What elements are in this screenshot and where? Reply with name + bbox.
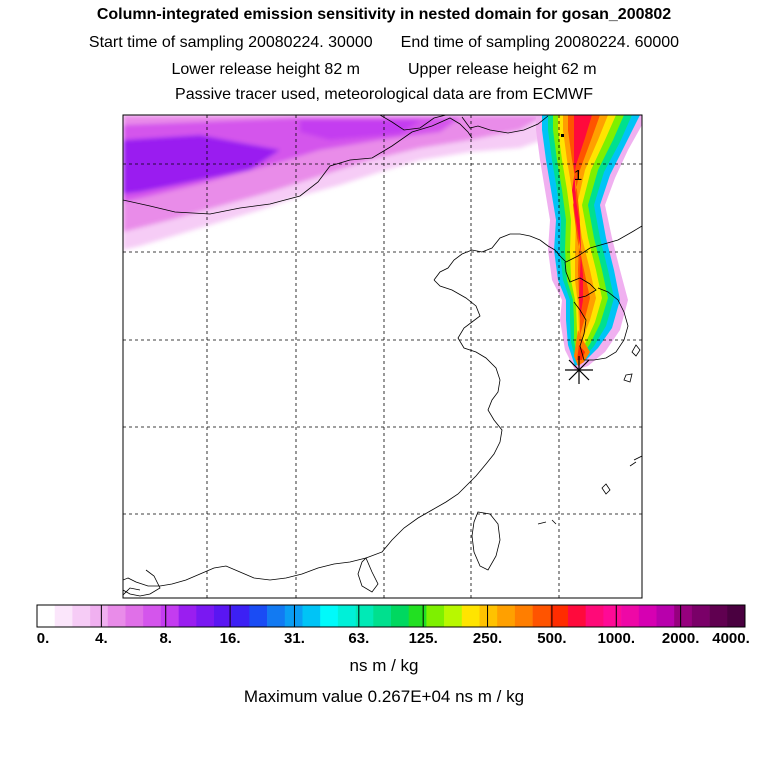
plume-core bbox=[536, 115, 642, 370]
colorbar-swatch bbox=[568, 605, 586, 627]
colorbar-tick-label: 4000. bbox=[712, 630, 750, 647]
colorbar-tick-label: 31. bbox=[284, 630, 305, 647]
colorbar-swatch bbox=[479, 605, 498, 627]
colorbar-swatch bbox=[691, 605, 710, 627]
colorbar bbox=[36, 604, 746, 628]
colorbar-swatch bbox=[54, 605, 73, 627]
sampling-time-line: Start time of sampling 20080224. 30000 En… bbox=[0, 34, 768, 52]
colorbar-swatch bbox=[302, 605, 321, 627]
colorbar-tick-label: 8. bbox=[159, 630, 172, 647]
colorbar-swatch bbox=[320, 605, 339, 627]
colorbar-swatch bbox=[231, 605, 250, 627]
release-height-line: Lower release height 82 m Upper release h… bbox=[0, 61, 768, 79]
colorbar-swatch bbox=[603, 605, 622, 627]
colorbar-swatch bbox=[37, 605, 55, 627]
colorbar-tick-label: 125. bbox=[408, 630, 438, 647]
colorbar-swatch bbox=[267, 605, 286, 627]
sensitivity-field bbox=[123, 115, 642, 598]
colorbar-swatch bbox=[621, 605, 640, 627]
colorbar-swatch bbox=[408, 605, 427, 627]
colorbar-tick-label: 4. bbox=[95, 630, 108, 647]
colorbar-swatch bbox=[709, 605, 728, 627]
colorbar-swatch bbox=[178, 605, 197, 627]
colorbar-swatch bbox=[196, 605, 215, 627]
position-label: 1 bbox=[574, 167, 582, 184]
colorbar-border bbox=[36, 604, 746, 628]
colorbar-tick-label: 2000. bbox=[661, 630, 700, 647]
colorbar-swatch bbox=[160, 605, 179, 627]
colorbar-swatch bbox=[497, 605, 516, 627]
colorbar-swatch bbox=[249, 605, 268, 627]
lower-release-label: Lower release height 82 m bbox=[171, 61, 360, 78]
colorbar-swatch bbox=[585, 605, 604, 627]
colorbar-tick-label: 250. bbox=[472, 630, 503, 647]
colorbar-swatch bbox=[514, 605, 533, 627]
colorbar-swatch bbox=[461, 605, 480, 627]
colorbar-swatch bbox=[337, 605, 356, 627]
upper-release-label: Upper release height 62 m bbox=[408, 61, 597, 78]
colorbar-swatch bbox=[426, 605, 445, 627]
colorbar-swatch bbox=[656, 605, 675, 627]
end-time-label: End time of sampling 20080224. 60000 bbox=[400, 34, 680, 51]
colorbar-swatch bbox=[214, 605, 232, 627]
colorbar-swatch bbox=[532, 605, 551, 627]
coastlines bbox=[123, 115, 642, 597]
colorbar-swatch bbox=[674, 605, 693, 627]
start-time-label: Start time of sampling 20080224. 30000 bbox=[88, 34, 373, 51]
colorbar-swatch bbox=[391, 605, 409, 627]
colorbar-swatch bbox=[107, 605, 126, 627]
chart-title: Column-integrated emission sensitivity i… bbox=[96, 6, 672, 23]
colorbar-swatch bbox=[373, 605, 392, 627]
colorbar-units: ns m / kg bbox=[349, 656, 419, 675]
colorbar-swatch bbox=[550, 605, 569, 627]
lat-lon-grid bbox=[123, 115, 642, 598]
colorbar-swatch bbox=[638, 605, 657, 627]
colorbar-swatch bbox=[125, 605, 144, 627]
colorbar-swatch bbox=[90, 605, 109, 627]
tracer-info-label: Passive tracer used, meteorological data… bbox=[175, 86, 593, 103]
maximum-value-label: Maximum value 0.267E+04 ns m / kg bbox=[243, 687, 525, 706]
position-marker-dot bbox=[561, 134, 564, 137]
colorbar-tick-label: 1000. bbox=[597, 630, 636, 647]
colorbar-swatch bbox=[727, 605, 746, 627]
colorbar-tick-label: 500. bbox=[537, 630, 567, 647]
colorbar-swatch bbox=[444, 605, 463, 627]
colorbar-swatch bbox=[355, 605, 374, 627]
colorbar-tick-label: 0. bbox=[36, 630, 50, 647]
colorbar-swatch bbox=[143, 605, 162, 627]
map-frame bbox=[122, 114, 643, 599]
asterisk-star-icon bbox=[565, 356, 593, 384]
colorbar-tick-label: 16. bbox=[219, 630, 241, 647]
colorbar-tick-label: 63. bbox=[348, 630, 370, 647]
colorbar-swatch bbox=[72, 605, 91, 627]
colorbar-swatch bbox=[284, 605, 303, 627]
